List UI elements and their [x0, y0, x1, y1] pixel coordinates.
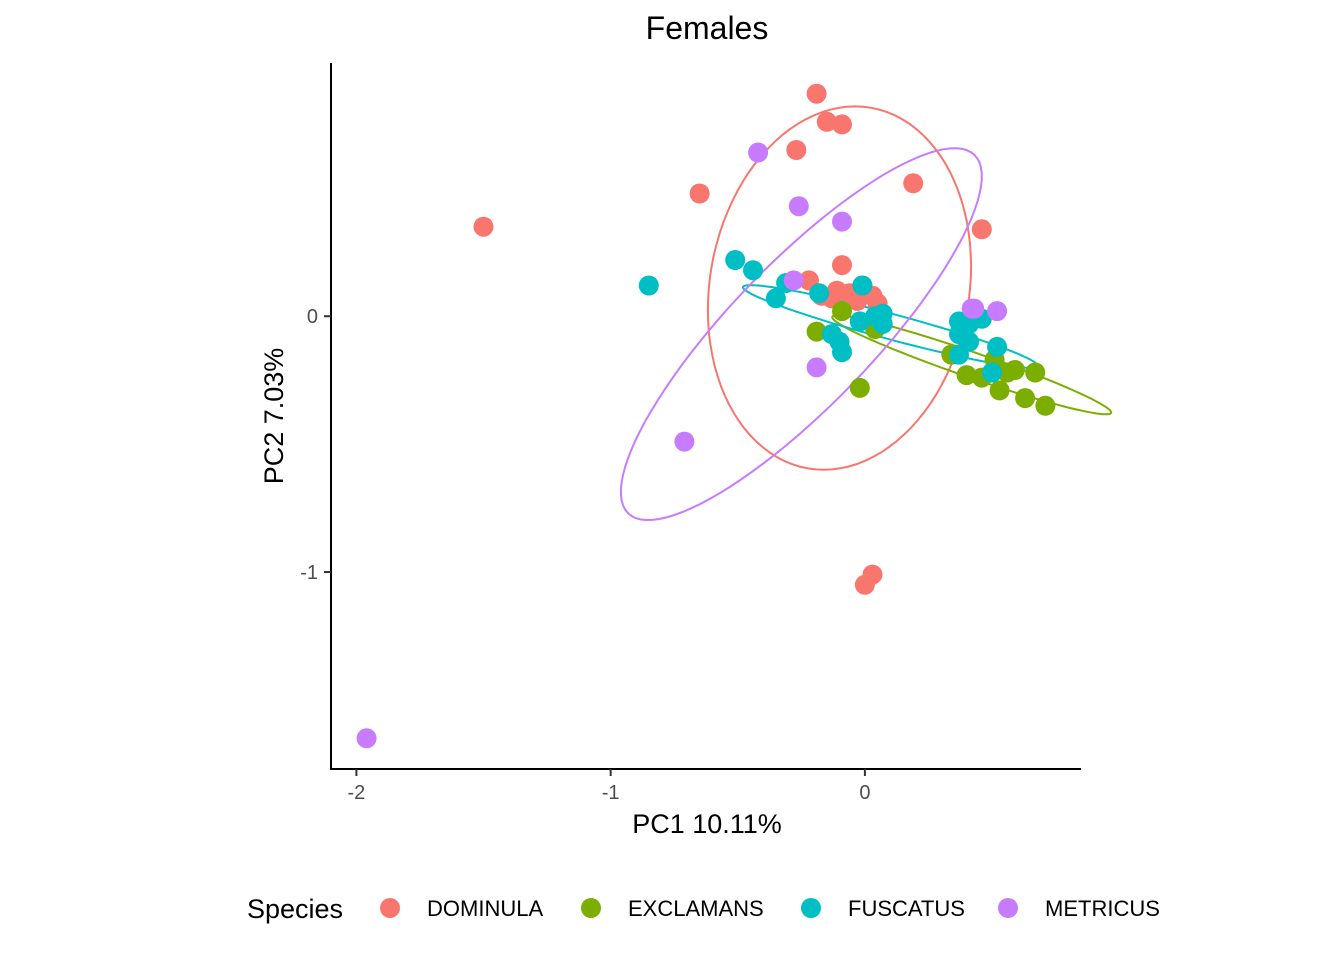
data-point-metricus — [356, 728, 377, 749]
data-point-dominula — [832, 255, 852, 276]
points-layer — [356, 83, 1056, 749]
data-point-fuscatus — [832, 342, 852, 363]
data-point-dominula — [832, 114, 852, 135]
legend-label-fuscatus: FUSCATUS — [848, 896, 965, 921]
data-point-exclamans — [1025, 362, 1046, 383]
confidence-ellipse-exclamans — [831, 314, 1113, 416]
legend-title: Species — [247, 894, 343, 924]
x-axis-ticks: -2 -1 0 — [348, 769, 870, 804]
data-point-fuscatus — [725, 250, 746, 270]
legend: Species DOMINULA EXCLAMANS FUSCATUS METRICU… — [247, 894, 1160, 924]
data-point-fuscatus — [949, 344, 969, 365]
data-point-dominula — [806, 83, 827, 104]
legend-key-metricus — [998, 898, 1018, 918]
x-tick-label: 0 — [859, 782, 870, 804]
x-tick-label: -2 — [348, 782, 366, 804]
confidence-ellipse-dominula — [706, 105, 973, 471]
data-point-exclamans — [806, 321, 827, 342]
data-point-fuscatus — [852, 275, 873, 296]
data-point-dominula — [689, 183, 710, 204]
data-point-exclamans — [1015, 388, 1036, 409]
x-axis-title: PC1 10.11% — [632, 809, 782, 839]
data-point-exclamans — [1004, 360, 1025, 380]
data-point-exclamans — [832, 301, 852, 322]
data-point-fuscatus — [809, 283, 830, 304]
legend-label-exclamans: EXCLAMANS — [628, 896, 764, 921]
data-point-fuscatus — [987, 336, 1008, 357]
data-point-dominula — [473, 216, 494, 237]
data-point-fuscatus — [765, 288, 786, 309]
data-point-exclamans — [849, 377, 870, 398]
data-point-fuscatus — [849, 311, 870, 332]
confidence-ellipse-metricus — [619, 147, 983, 522]
data-point-dominula — [816, 111, 837, 132]
data-point-metricus — [674, 431, 695, 452]
data-point-dominula — [903, 173, 924, 194]
data-point-metricus — [832, 211, 852, 232]
x-tick-label: -1 — [602, 782, 620, 804]
data-point-exclamans — [956, 365, 977, 386]
legend-label-dominula: DOMINULA — [427, 896, 543, 921]
data-point-dominula — [854, 574, 875, 595]
data-point-fuscatus — [743, 260, 763, 281]
data-point-exclamans — [1035, 395, 1056, 416]
data-point-dominula — [786, 140, 807, 160]
y-axis-ticks: 0 -1 — [300, 306, 331, 584]
legend-key-dominula — [380, 898, 400, 918]
data-point-metricus — [748, 142, 769, 163]
legend-key-fuscatus — [801, 898, 821, 918]
data-point-exclamans — [989, 380, 1010, 401]
data-point-metricus — [964, 298, 985, 319]
legend-key-exclamans — [581, 898, 601, 918]
data-point-metricus — [987, 301, 1008, 322]
data-point-metricus — [788, 196, 809, 217]
y-tick-label: 0 — [307, 306, 318, 328]
data-point-fuscatus — [872, 313, 893, 334]
data-point-fuscatus — [982, 362, 1002, 383]
legend-label-metricus: METRICUS — [1045, 896, 1160, 921]
y-axis-title: PC2 7.03% — [259, 348, 289, 485]
chart-title: Females — [646, 10, 769, 46]
y-tick-label: -1 — [300, 562, 318, 584]
data-point-metricus — [783, 270, 804, 291]
data-point-fuscatus — [638, 275, 659, 296]
data-point-dominula — [847, 290, 868, 311]
data-point-metricus — [806, 357, 827, 378]
data-point-dominula — [971, 219, 992, 240]
